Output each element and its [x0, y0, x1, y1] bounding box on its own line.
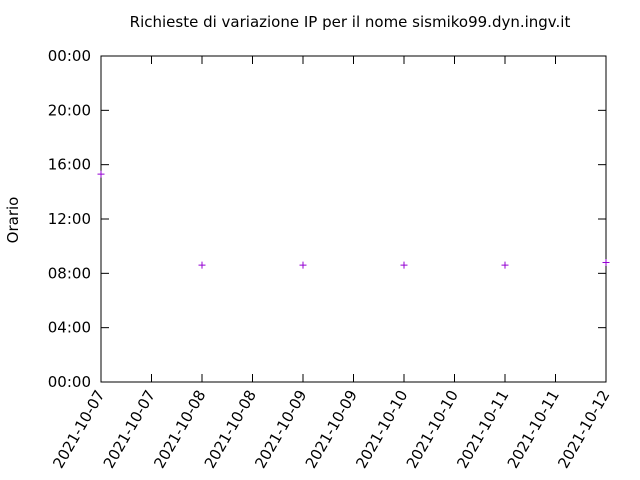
- x-tick-label: 2021-10-11: [504, 387, 563, 472]
- y-tick-label: 00:00: [48, 373, 91, 391]
- point: [501, 261, 509, 269]
- point: [97, 170, 105, 178]
- y-tick-label: 00:00: [48, 47, 91, 65]
- x-tick-label: 2021-10-08: [150, 387, 209, 472]
- y-axis-label: Orario: [4, 197, 22, 244]
- x-tick-label: 2021-10-07: [49, 387, 108, 472]
- y-tick-label: 08:00: [48, 264, 91, 282]
- x-tick-label: 2021-10-10: [403, 387, 462, 472]
- x-tick-label: 2021-10-09: [251, 387, 310, 472]
- plot-frame: [100, 55, 607, 383]
- x-tick-label: 2021-10-07: [100, 387, 159, 472]
- x-tick-label: 2021-10-08: [201, 387, 260, 472]
- point: [602, 258, 610, 266]
- point: [299, 261, 307, 269]
- x-tick-label: 2021-10-12: [554, 387, 613, 472]
- point: [198, 261, 206, 269]
- x-tick-label: 2021-10-11: [453, 387, 512, 472]
- point: [400, 261, 408, 269]
- y-tick-label: 20:00: [48, 101, 91, 119]
- y-tick-label: 04:00: [48, 319, 91, 337]
- x-tick-label: 2021-10-10: [352, 387, 411, 472]
- y-tick-label: 12:00: [48, 210, 91, 228]
- y-tick-label: 16:00: [48, 156, 91, 174]
- chart-title: Richieste di variazione IP per il nome s…: [130, 13, 571, 31]
- x-tick-label: 2021-10-09: [302, 387, 361, 472]
